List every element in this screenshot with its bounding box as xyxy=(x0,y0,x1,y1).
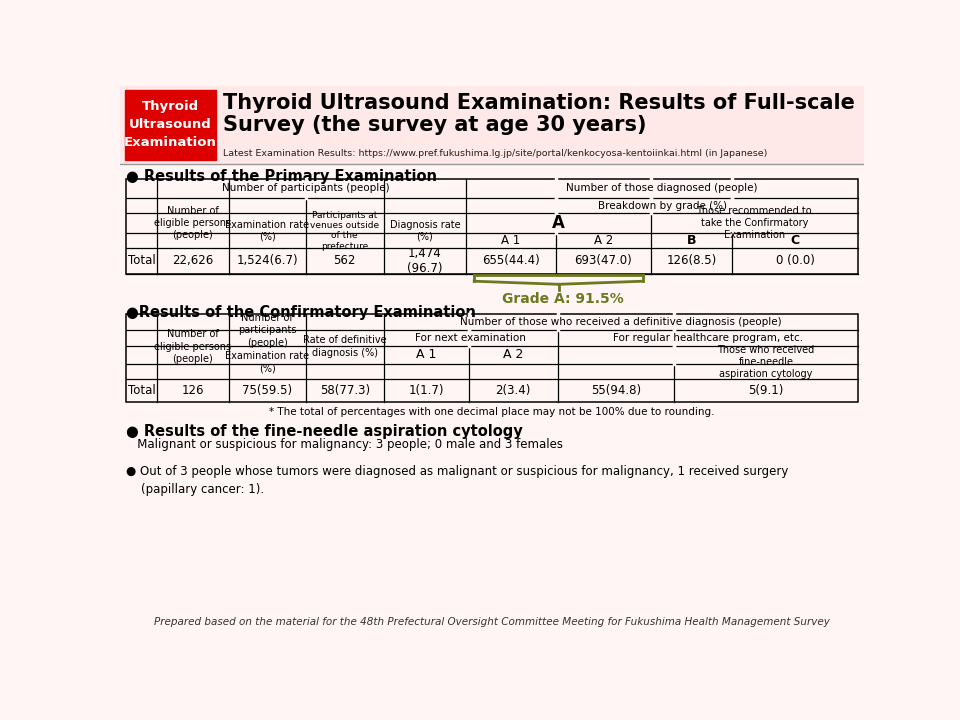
Text: Participants at
venues outside
of the
prefecture: Participants at venues outside of the pr… xyxy=(310,211,379,251)
Text: A: A xyxy=(552,214,565,232)
Bar xyxy=(126,179,858,274)
Text: ● Results of the fine-needle aspiration cytology: ● Results of the fine-needle aspiration … xyxy=(126,423,523,438)
Text: 22,626: 22,626 xyxy=(172,254,213,267)
Text: Breakdown by grade (%): Breakdown by grade (%) xyxy=(598,201,727,211)
Text: 0 (0.0): 0 (0.0) xyxy=(776,254,814,267)
Text: 5(9.1): 5(9.1) xyxy=(748,384,783,397)
Text: 562: 562 xyxy=(333,254,356,267)
Bar xyxy=(120,86,864,163)
Text: C: C xyxy=(790,234,800,247)
Text: For next examination: For next examination xyxy=(416,333,526,343)
Text: Latest Examination Results: https://www.pref.fukushima.lg.jp/site/portal/kenkocy: Latest Examination Results: https://www.… xyxy=(223,149,767,158)
Text: 75(59.5): 75(59.5) xyxy=(242,384,292,397)
Text: Number of participants (people): Number of participants (people) xyxy=(222,184,390,194)
Text: 126(8.5): 126(8.5) xyxy=(666,254,717,267)
Text: 58(77.3): 58(77.3) xyxy=(320,384,370,397)
Text: 55(94.8): 55(94.8) xyxy=(591,384,641,397)
Text: 1,474
(96.7): 1,474 (96.7) xyxy=(407,247,443,275)
Text: Diagnosis rate
(%): Diagnosis rate (%) xyxy=(390,220,460,242)
Text: 126: 126 xyxy=(181,384,204,397)
Text: * The total of percentages with one decimal place may not be 100% due to roundin: * The total of percentages with one deci… xyxy=(269,408,715,418)
Text: 1,524(6.7): 1,524(6.7) xyxy=(236,254,298,267)
Text: Examination rate
(%): Examination rate (%) xyxy=(226,220,309,242)
Text: Those recommended to
take the Confirmatory
Examination: Those recommended to take the Confirmato… xyxy=(697,206,812,240)
Text: Examination rate
(%): Examination rate (%) xyxy=(226,351,309,374)
Text: ●Results of the Confirmatory Examination: ●Results of the Confirmatory Examination xyxy=(126,305,476,320)
Text: B: B xyxy=(686,234,696,247)
Text: Grade A: 91.5%: Grade A: 91.5% xyxy=(502,292,623,306)
Text: Number of those who received a definitive diagnosis (people): Number of those who received a definitiv… xyxy=(460,318,781,328)
Text: Rate of definitive
diagnosis (%): Rate of definitive diagnosis (%) xyxy=(303,336,387,358)
Text: A 1: A 1 xyxy=(501,234,520,247)
Text: 1(1.7): 1(1.7) xyxy=(408,384,444,397)
Text: For regular healthcare program, etc.: For regular healthcare program, etc. xyxy=(612,333,803,343)
Text: A 2: A 2 xyxy=(503,348,523,361)
Text: 693(47.0): 693(47.0) xyxy=(574,254,632,267)
Text: Number of
eligible persons
(people): Number of eligible persons (people) xyxy=(155,206,231,240)
Text: ● Results of the Primary Examination: ● Results of the Primary Examination xyxy=(126,168,437,184)
Text: A 1: A 1 xyxy=(416,348,436,361)
Bar xyxy=(125,90,216,160)
Text: 2(3.4): 2(3.4) xyxy=(495,384,531,397)
Text: Total: Total xyxy=(128,254,156,267)
Text: Number of those diagnosed (people): Number of those diagnosed (people) xyxy=(566,184,757,194)
Text: Prepared based on the material for the 48th Prefectural Oversight Committee Meet: Prepared based on the material for the 4… xyxy=(154,617,830,627)
Bar xyxy=(126,315,858,402)
Text: Total: Total xyxy=(128,384,156,397)
Text: Number of
eligible persons
(people): Number of eligible persons (people) xyxy=(155,329,231,364)
Text: Thyroid
Ultrasound
Examination: Thyroid Ultrasound Examination xyxy=(124,100,217,149)
Text: Thyroid Ultrasound Examination: Results of Full-scale
Survey (the survey at age : Thyroid Ultrasound Examination: Results … xyxy=(223,93,855,135)
Text: ● Out of 3 people whose tumors were diagnosed as malignant or suspicious for mal: ● Out of 3 people whose tumors were diag… xyxy=(126,465,788,496)
Text: 655(44.4): 655(44.4) xyxy=(482,254,540,267)
Text: A 2: A 2 xyxy=(593,234,612,247)
Text: Malignant or suspicious for malignancy: 3 people; 0 male and 3 females: Malignant or suspicious for malignancy: … xyxy=(126,438,564,451)
Text: Those who received
fine-needle
aspiration cytology: Those who received fine-needle aspiratio… xyxy=(717,346,815,379)
Text: Number of
participants
(people): Number of participants (people) xyxy=(238,312,297,348)
